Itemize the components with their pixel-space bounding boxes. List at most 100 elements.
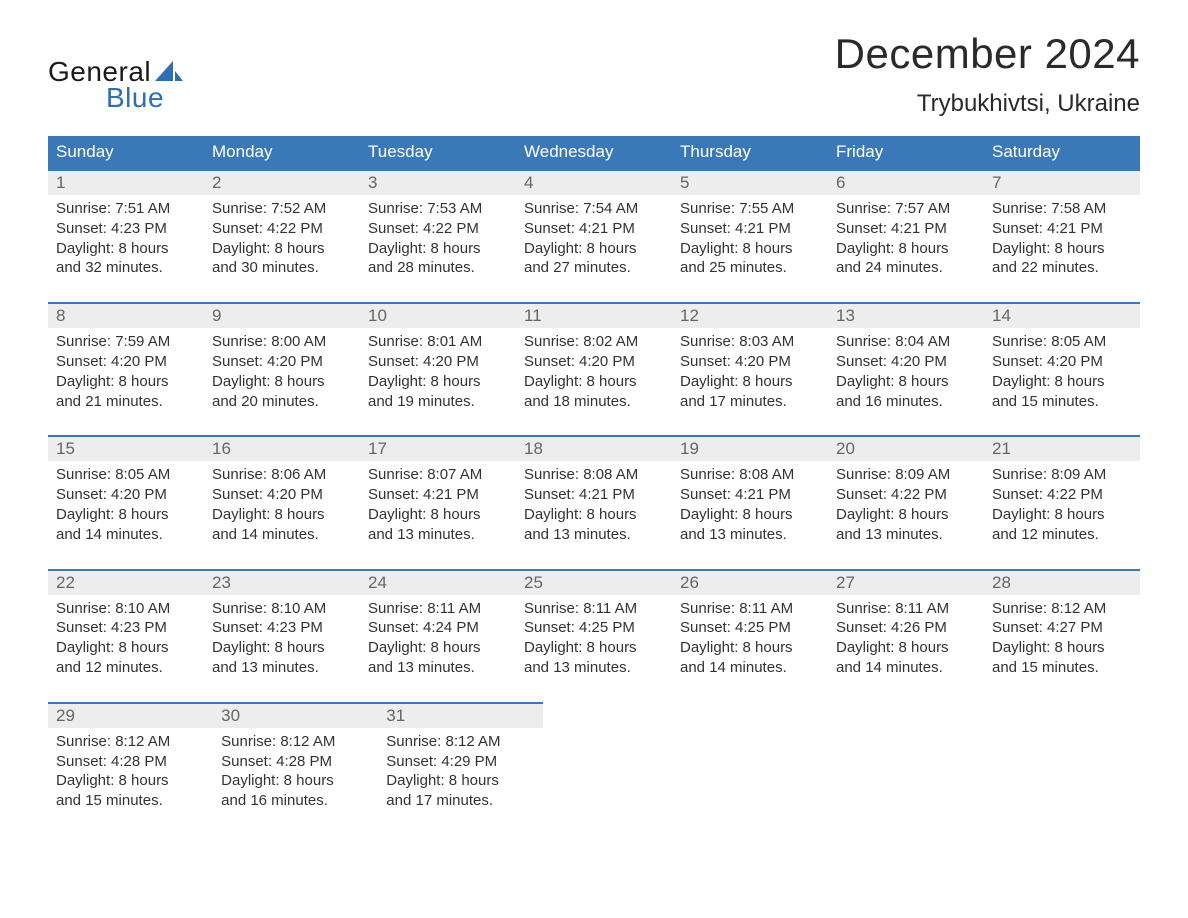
day-cell: 1Sunrise: 7:51 AMSunset: 4:23 PMDaylight… bbox=[48, 169, 204, 302]
d2-line: and 18 minutes. bbox=[524, 392, 664, 412]
d1-line: Daylight: 8 hours bbox=[368, 638, 508, 658]
sunrise-line: Sunrise: 8:11 AM bbox=[368, 599, 508, 619]
day-number: 29 bbox=[48, 702, 213, 728]
sunset-line: Sunset: 4:20 PM bbox=[56, 485, 196, 505]
d2-line: and 28 minutes. bbox=[368, 258, 508, 278]
d1-line: Daylight: 8 hours bbox=[524, 372, 664, 392]
sunset-line: Sunset: 4:21 PM bbox=[524, 219, 664, 239]
day-cell: 7Sunrise: 7:58 AMSunset: 4:21 PMDaylight… bbox=[984, 169, 1140, 302]
d1-line: Daylight: 8 hours bbox=[680, 505, 820, 525]
d2-line: and 13 minutes. bbox=[212, 658, 352, 678]
d2-line: and 17 minutes. bbox=[386, 791, 535, 811]
weekday-header: Tuesday bbox=[360, 136, 516, 169]
sunset-line: Sunset: 4:21 PM bbox=[992, 219, 1132, 239]
sunset-line: Sunset: 4:21 PM bbox=[680, 219, 820, 239]
day-cell: 13Sunrise: 8:04 AMSunset: 4:20 PMDayligh… bbox=[828, 302, 984, 435]
sunrise-line: Sunrise: 8:11 AM bbox=[836, 599, 976, 619]
d1-line: Daylight: 8 hours bbox=[212, 638, 352, 658]
sunset-line: Sunset: 4:29 PM bbox=[386, 752, 535, 772]
d1-line: Daylight: 8 hours bbox=[212, 239, 352, 259]
d2-line: and 21 minutes. bbox=[56, 392, 196, 412]
sunset-line: Sunset: 4:23 PM bbox=[56, 618, 196, 638]
d2-line: and 12 minutes. bbox=[56, 658, 196, 678]
sunset-line: Sunset: 4:21 PM bbox=[836, 219, 976, 239]
day-cell: 25Sunrise: 8:11 AMSunset: 4:25 PMDayligh… bbox=[516, 569, 672, 702]
d2-line: and 14 minutes. bbox=[56, 525, 196, 545]
d1-line: Daylight: 8 hours bbox=[992, 638, 1132, 658]
d1-line: Daylight: 8 hours bbox=[56, 239, 196, 259]
sunset-line: Sunset: 4:22 PM bbox=[212, 219, 352, 239]
d2-line: and 20 minutes. bbox=[212, 392, 352, 412]
calendar: SundayMondayTuesdayWednesdayThursdayFrid… bbox=[48, 136, 1140, 835]
sunrise-line: Sunrise: 8:05 AM bbox=[56, 465, 196, 485]
d2-line: and 15 minutes. bbox=[992, 392, 1132, 412]
day-number: 22 bbox=[48, 569, 204, 595]
sunrise-line: Sunrise: 8:11 AM bbox=[680, 599, 820, 619]
empty-day bbox=[543, 702, 692, 835]
sunrise-line: Sunrise: 8:12 AM bbox=[56, 732, 205, 752]
sunrise-line: Sunrise: 8:03 AM bbox=[680, 332, 820, 352]
d2-line: and 13 minutes. bbox=[368, 525, 508, 545]
location: Trybukhivtsi, Ukraine bbox=[835, 90, 1140, 118]
day-cell: 8Sunrise: 7:59 AMSunset: 4:20 PMDaylight… bbox=[48, 302, 204, 435]
sunrise-line: Sunrise: 8:10 AM bbox=[212, 599, 352, 619]
weekday-header: Friday bbox=[828, 136, 984, 169]
d1-line: Daylight: 8 hours bbox=[56, 771, 205, 791]
day-number: 17 bbox=[360, 435, 516, 461]
d2-line: and 13 minutes. bbox=[524, 525, 664, 545]
day-cell: 29Sunrise: 8:12 AMSunset: 4:28 PMDayligh… bbox=[48, 702, 213, 835]
day-number: 4 bbox=[516, 169, 672, 195]
d1-line: Daylight: 8 hours bbox=[836, 638, 976, 658]
day-cell: 18Sunrise: 8:08 AMSunset: 4:21 PMDayligh… bbox=[516, 435, 672, 568]
d2-line: and 22 minutes. bbox=[992, 258, 1132, 278]
d1-line: Daylight: 8 hours bbox=[56, 372, 196, 392]
sunset-line: Sunset: 4:20 PM bbox=[680, 352, 820, 372]
d2-line: and 13 minutes. bbox=[680, 525, 820, 545]
day-number: 3 bbox=[360, 169, 516, 195]
day-cell: 5 Sunrise: 7:55 AMSunset: 4:21 PMDaylight… bbox=[672, 169, 828, 302]
sunset-line: Sunset: 4:20 PM bbox=[836, 352, 976, 372]
d1-line: Daylight: 8 hours bbox=[680, 239, 820, 259]
day-number: 23 bbox=[204, 569, 360, 595]
week-row: 29Sunrise: 8:12 AMSunset: 4:28 PMDayligh… bbox=[48, 702, 1140, 835]
sunrise-line: Sunrise: 7:53 AM bbox=[368, 199, 508, 219]
day-number: 5 bbox=[672, 169, 828, 195]
weeks-container: 1Sunrise: 7:51 AMSunset: 4:23 PMDaylight… bbox=[48, 169, 1140, 835]
day-cell: 20Sunrise: 8:09 AMSunset: 4:22 PMDayligh… bbox=[828, 435, 984, 568]
day-cell: 15Sunrise: 8:05 AMSunset: 4:20 PMDayligh… bbox=[48, 435, 204, 568]
weekday-header: Wednesday bbox=[516, 136, 672, 169]
d1-line: Daylight: 8 hours bbox=[836, 372, 976, 392]
day-number: 10 bbox=[360, 302, 516, 328]
d2-line: and 14 minutes. bbox=[680, 658, 820, 678]
day-number: 31 bbox=[378, 702, 543, 728]
day-number: 21 bbox=[984, 435, 1140, 461]
title-block: December 2024 Trybukhivtsi, Ukraine bbox=[835, 30, 1140, 118]
sunrise-line: Sunrise: 8:05 AM bbox=[992, 332, 1132, 352]
d1-line: Daylight: 8 hours bbox=[212, 505, 352, 525]
sunset-line: Sunset: 4:24 PM bbox=[368, 618, 508, 638]
day-number: 30 bbox=[213, 702, 378, 728]
sunrise-line: Sunrise: 7:52 AM bbox=[212, 199, 352, 219]
day-cell: 24Sunrise: 8:11 AMSunset: 4:24 PMDayligh… bbox=[360, 569, 516, 702]
sunrise-line: Sunrise: 8:02 AM bbox=[524, 332, 664, 352]
day-number: 20 bbox=[828, 435, 984, 461]
d2-line: and 13 minutes. bbox=[368, 658, 508, 678]
d1-line: Daylight: 8 hours bbox=[221, 771, 370, 791]
sunset-line: Sunset: 4:21 PM bbox=[680, 485, 820, 505]
sunrise-line: Sunrise: 8:11 AM bbox=[524, 599, 664, 619]
weekday-header: Saturday bbox=[984, 136, 1140, 169]
d2-line: and 14 minutes. bbox=[836, 658, 976, 678]
d1-line: Daylight: 8 hours bbox=[992, 372, 1132, 392]
sunrise-line: Sunrise: 7:51 AM bbox=[56, 199, 196, 219]
sunrise-line: Sunrise: 7:55 AM bbox=[680, 199, 820, 219]
day-cell: 12Sunrise: 8:03 AMSunset: 4:20 PMDayligh… bbox=[672, 302, 828, 435]
d2-line: and 30 minutes. bbox=[212, 258, 352, 278]
sunset-line: Sunset: 4:22 PM bbox=[368, 219, 508, 239]
sunrise-line: Sunrise: 8:12 AM bbox=[221, 732, 370, 752]
sunrise-line: Sunrise: 8:09 AM bbox=[836, 465, 976, 485]
d2-line: and 13 minutes. bbox=[524, 658, 664, 678]
sunset-line: Sunset: 4:26 PM bbox=[836, 618, 976, 638]
d2-line: and 24 minutes. bbox=[836, 258, 976, 278]
sunset-line: Sunset: 4:20 PM bbox=[524, 352, 664, 372]
day-cell: 4Sunrise: 7:54 AMSunset: 4:21 PMDaylight… bbox=[516, 169, 672, 302]
